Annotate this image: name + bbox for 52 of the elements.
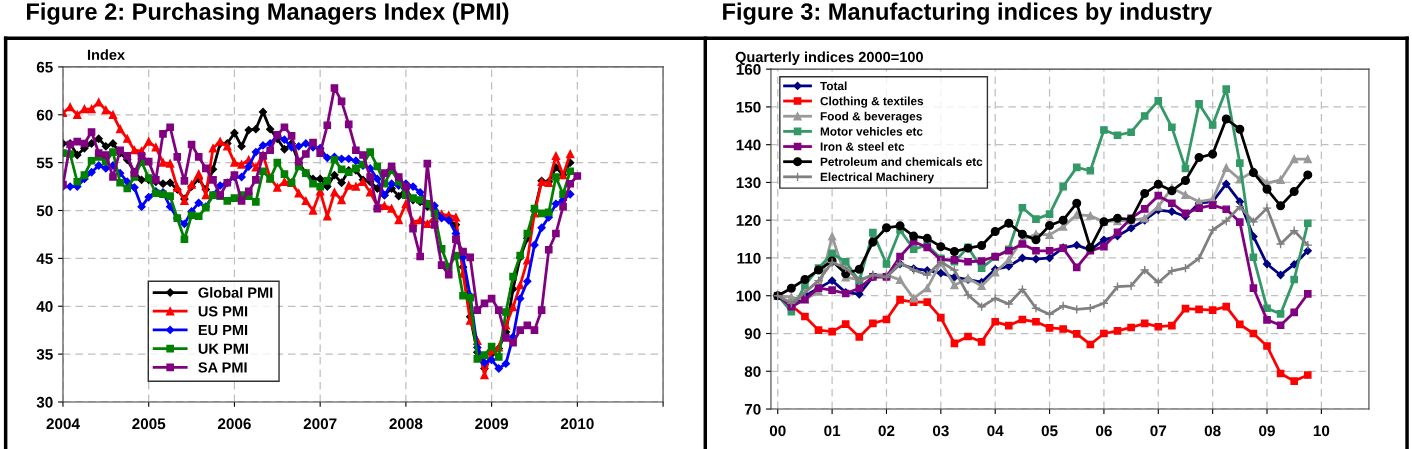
y-tick-label: 70	[744, 403, 761, 415]
y-tick-label: 160	[736, 64, 761, 75]
x-tick-label: 07	[1150, 425, 1167, 437]
x-tick-label: 03	[932, 425, 949, 437]
x-tick-label: 06	[1096, 425, 1112, 437]
chart-title: Figure 2: Purchasing Managers Index (PMI)	[26, 2, 509, 25]
y-tick-label: 110	[737, 252, 761, 264]
y-tick-label: 45	[36, 253, 53, 265]
x-tick-label: 2009	[475, 418, 509, 430]
legend-label: UK PMI	[198, 343, 248, 354]
x-tick-label: 04	[987, 425, 1004, 437]
legend-label: Total	[820, 81, 847, 91]
x-tick-label: 2007	[303, 418, 337, 430]
x-tick-label: 08	[1204, 425, 1221, 437]
y-tick-label: 30	[36, 396, 53, 408]
legend-label: Electrical Machinery	[820, 172, 935, 184]
y-tick-label: 100	[736, 290, 761, 302]
y-axis-title: Quarterly indices 2000=100	[735, 51, 923, 66]
legend-label: EU PMI	[198, 325, 248, 336]
y-tick-label: 140	[736, 139, 761, 151]
y-tick-label: 80	[744, 366, 761, 377]
y-tick-label: 90	[744, 328, 761, 340]
legend-label: Food & beverages	[820, 111, 922, 123]
x-tick-label: 02	[878, 425, 895, 437]
x-tick-label: 2010	[560, 418, 594, 430]
x-tick-label: 05	[1041, 425, 1058, 437]
y-axis-title: Index	[87, 49, 125, 60]
legend-label: SA PMI	[198, 362, 247, 373]
legend-label: Iron & steel etc	[820, 142, 905, 151]
x-tick-label: 2006	[217, 418, 251, 430]
legend-label: US PMI	[198, 306, 248, 317]
y-tick-label: 60	[36, 109, 53, 121]
chart-title: Figure 3: Manufacturing indices by industry	[723, 2, 1213, 25]
x-tick-label: 00	[769, 425, 786, 437]
y-tick-label: 130	[736, 177, 761, 189]
legend-label: Motor vehicles etc	[820, 126, 923, 136]
x-tick-label: 2008	[389, 418, 423, 430]
x-tick-label: 01	[824, 425, 841, 437]
x-tick-label: 2005	[132, 418, 166, 430]
x-tick-label: 09	[1259, 425, 1275, 437]
y-tick-label: 65	[36, 61, 53, 73]
y-tick-label: 55	[36, 157, 53, 169]
y-tick-label: 35	[36, 348, 53, 360]
y-tick-label: 50	[36, 205, 53, 217]
y-tick-label: 40	[36, 301, 53, 312]
y-tick-label: 150	[736, 101, 761, 113]
legend-label: Global PMI	[198, 287, 273, 298]
y-tick-label: 120	[736, 215, 761, 226]
legend-label: Clothing & textiles	[820, 96, 924, 108]
x-tick-label: 2004	[46, 418, 80, 430]
legend-label: Petroleum and chemicals etc	[820, 157, 983, 166]
x-tick-label: 10	[1313, 425, 1330, 437]
